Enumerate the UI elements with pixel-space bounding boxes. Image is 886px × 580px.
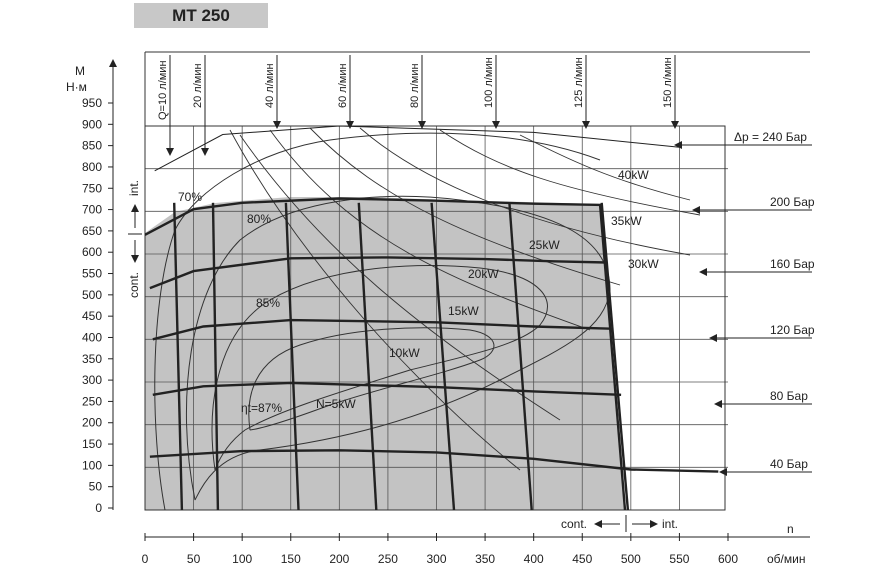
cont-boundary (598, 203, 627, 511)
y-region-int: int. (127, 180, 141, 196)
pressure-curve (154, 125, 680, 172)
y-tick-label: 550 (82, 267, 102, 281)
chart-title-box: MT 250 (134, 3, 268, 28)
power-label-25kw: 25kW (529, 238, 560, 252)
power-label-15kw: 15kW (448, 304, 479, 318)
y-tick-label: 650 (82, 224, 102, 238)
power-label-30kw: 30kW (628, 257, 659, 271)
x-tick-label: 400 (524, 552, 544, 566)
power-label-group: 40kW 35kW 30kW 25kW 20kW 15kW 10kW N=5kW (316, 168, 659, 411)
flow-lines (173, 202, 630, 511)
y-tick-label: 700 (82, 203, 102, 217)
flow-label: 20 л/мин (192, 63, 204, 108)
y-tick-label: 150 (82, 437, 102, 451)
y-tick-label: 200 (82, 416, 102, 430)
x-tick-label: 200 (329, 552, 349, 566)
x-tick-label: 100 (232, 552, 252, 566)
y-axis-label: M (75, 64, 85, 78)
power-label-20kw: 20kW (468, 267, 499, 281)
x-axis-n-label: n (787, 522, 794, 536)
flow-arrows: Q=10 л/мин 20 л/мин 40 л/мин 60 л/мин 80 л/м… (157, 55, 679, 156)
pressure-curve (152, 318, 612, 341)
y-tick-label: 600 (82, 245, 102, 259)
x-tick-label: 600 (718, 552, 738, 566)
efficiency-label-group: 70% 80% 85% ηt=87% (178, 190, 282, 415)
y-tick-label: 100 (82, 458, 102, 472)
flow-line (508, 202, 533, 511)
flow-label: 100 л/мин (483, 57, 495, 108)
y-tick-label: 500 (82, 288, 102, 302)
eff-label-80: 80% (247, 212, 271, 226)
x-tick-label: 500 (621, 552, 641, 566)
pressure-curve (152, 381, 622, 396)
x-tick-label: 150 (281, 552, 301, 566)
power-label-40kw: 40kW (618, 168, 649, 182)
cont-region (145, 197, 625, 510)
pressure-curves (144, 125, 719, 473)
y-tick-label: 300 (82, 373, 102, 387)
y-region-cont: cont. (127, 272, 141, 298)
pressure-label: Δp = 240 Бар (734, 130, 807, 144)
plot-frame (144, 125, 726, 511)
x-tick-label: 450 (572, 552, 592, 566)
x-axis-unit: об/мин (767, 552, 805, 566)
flow-line (284, 202, 300, 511)
x-tick-label: 0 (142, 552, 149, 566)
power-label-35kw: 35kW (611, 214, 642, 228)
pressure-arrows: Δp = 240 Бар 200 Бар 160 Бар 120 Бар 80 Бар 4… (674, 130, 815, 476)
y-tick-label: 450 (82, 309, 102, 323)
y-tick-label: 900 (82, 117, 102, 131)
flow-label: 60 л/мин (337, 63, 349, 108)
y-tick-label: 350 (82, 352, 102, 366)
pressure-curve (144, 197, 602, 236)
y-tick-label: 0 (95, 501, 102, 515)
x-region-cont: cont. (561, 517, 587, 531)
pressure-curve (149, 449, 719, 473)
power-label-10kw: 10kW (389, 346, 420, 360)
x-tick-label: 550 (669, 552, 689, 566)
x-tick-label: 300 (426, 552, 446, 566)
pressure-curve (149, 256, 607, 290)
y-tick-label: 50 (89, 480, 103, 494)
flow-line (211, 202, 220, 511)
flow-line (600, 202, 630, 511)
x-tick-label: 350 (475, 552, 495, 566)
flow-label: Q=10 л/мин (157, 60, 169, 120)
eff-label-70: 70% (178, 190, 202, 204)
flow-label: 40 л/мин (264, 63, 276, 108)
y-tick-label: 950 (82, 96, 102, 110)
flow-label: 80 л/мин (409, 63, 421, 108)
x-region-int: int. (662, 517, 678, 531)
axis-ticks: 0501001502002503003504004505005506006507… (82, 96, 738, 566)
efficiency-contours (154, 132, 611, 511)
pressure-label: 80 Бар (770, 389, 808, 403)
flow-line (430, 202, 456, 511)
power-label-5kw: N=5kW (316, 397, 356, 411)
flow-label: 125 л/мин (573, 57, 585, 108)
flow-line (173, 202, 184, 511)
pressure-label: 160 Бар (770, 257, 815, 271)
y-tick-label: 800 (82, 160, 102, 174)
y-tick-label: 250 (82, 394, 102, 408)
flow-line (357, 202, 378, 511)
y-axis-unit: Н·м (66, 80, 87, 94)
pressure-label: 40 Бар (770, 457, 808, 471)
power-curves (229, 127, 701, 471)
flow-label: 150 л/мин (662, 57, 674, 108)
pressure-label: 120 Бар (770, 323, 815, 337)
eff-label-87: ηt=87% (241, 401, 282, 415)
x-tick-label: 50 (187, 552, 201, 566)
x-tick-label: 250 (378, 552, 398, 566)
y-tick-label: 400 (82, 330, 102, 344)
pressure-label: 200 Бар (770, 195, 815, 209)
y-tick-label: 850 (82, 139, 102, 153)
y-tick-label: 750 (82, 181, 102, 195)
eff-label-85: 85% (256, 296, 280, 310)
chart-title: MT 250 (172, 6, 230, 25)
